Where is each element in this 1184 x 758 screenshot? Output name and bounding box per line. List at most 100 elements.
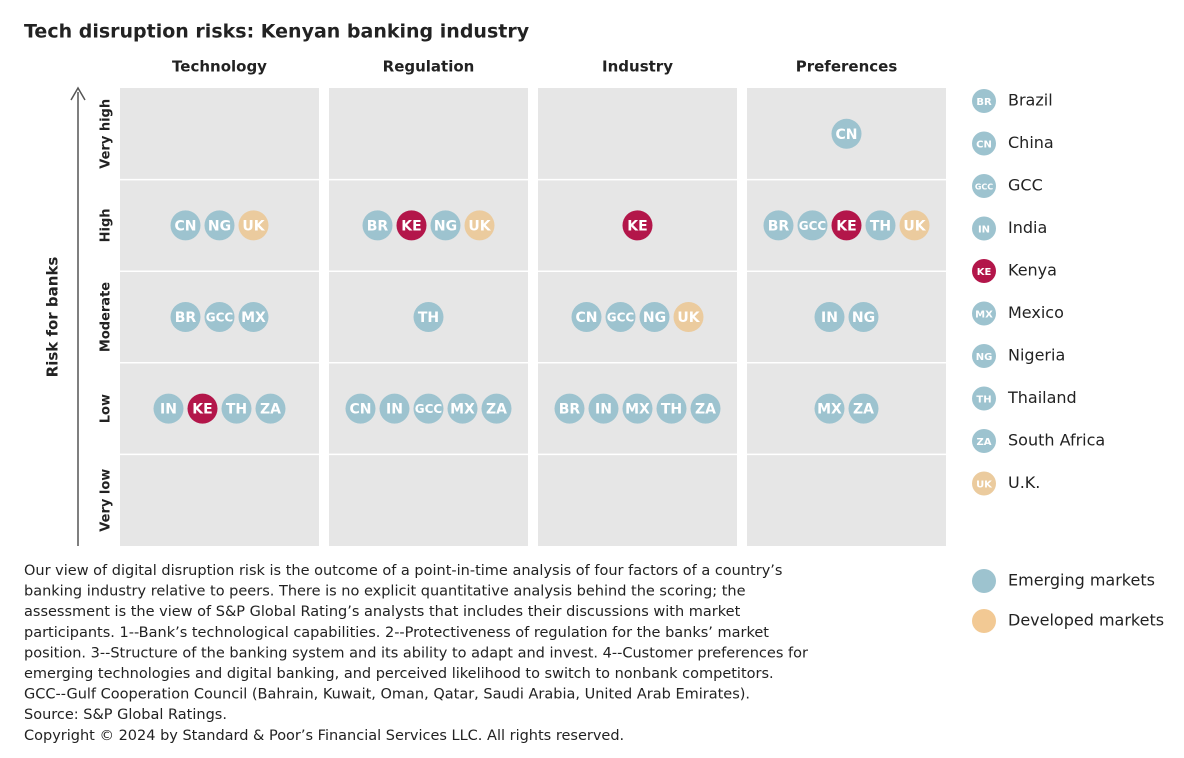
country-marker [153, 393, 184, 424]
legend-marker [972, 471, 996, 496]
country-code: TH [870, 218, 891, 234]
country-code: IN [160, 402, 177, 418]
country-code: CN [576, 310, 598, 326]
legend-label: GCC [1008, 176, 1043, 195]
country-marker [362, 210, 393, 241]
legend-marker [972, 89, 996, 113]
country-marker [554, 393, 585, 424]
country-code: TH [418, 310, 439, 326]
legend-label: Mexico [1008, 303, 1064, 322]
group-marker [972, 569, 996, 593]
country-marker [413, 393, 444, 424]
country-code: KE [836, 218, 856, 234]
country-marker [204, 210, 235, 241]
row-label: Low [99, 394, 114, 423]
country-code: BR [367, 218, 389, 234]
country-marker [763, 210, 794, 241]
legend-code: ZA [977, 437, 992, 448]
country-code: UK [242, 218, 265, 234]
country-code: MX [241, 310, 266, 326]
country-code: GCC [607, 311, 635, 325]
legend-marker [972, 429, 996, 453]
country-marker [413, 302, 444, 332]
legend-label: South Africa [1008, 431, 1105, 450]
country-code: IN [595, 402, 612, 418]
country-marker [447, 393, 478, 424]
legend-code: MX [975, 310, 993, 321]
country-marker [345, 393, 376, 424]
legend-code: BR [976, 97, 992, 108]
country-marker [481, 393, 512, 424]
note-line: emerging technologies and digital bankin… [24, 666, 774, 682]
column-header: Regulation [383, 58, 475, 76]
country-code: BR [768, 218, 790, 234]
legend-marker [972, 301, 996, 326]
country-code: NG [852, 310, 875, 326]
note-line: banking industry relative to peers. Ther… [24, 584, 746, 600]
note-line: position. 3--Structure of the banking sy… [24, 645, 808, 661]
country-code: CN [350, 402, 372, 418]
country-code: NG [208, 218, 231, 234]
country-marker [797, 210, 828, 241]
legend-code: UK [976, 480, 993, 491]
country-marker [605, 302, 636, 332]
country-code: GCC [415, 402, 443, 416]
legend-label: U.K. [1008, 473, 1040, 492]
country-marker [255, 393, 286, 424]
legend-label: China [1008, 133, 1054, 152]
country-code: BR [559, 402, 581, 418]
country-code: BR [175, 310, 197, 326]
country-marker [639, 302, 670, 332]
country-marker [848, 302, 879, 332]
column-header: Technology [172, 58, 267, 76]
note-line: GCC--Gulf Cooperation Council (Bahrain, … [24, 687, 750, 703]
country-marker [588, 393, 619, 424]
country-marker [622, 393, 653, 424]
country-code: ZA [853, 402, 874, 418]
group-label: Developed markets [1008, 611, 1164, 630]
legend-code: NG [976, 352, 993, 363]
country-code: NG [643, 310, 666, 326]
group-marker [972, 609, 996, 633]
country-code: CN [175, 218, 197, 234]
country-marker [622, 210, 653, 241]
note-line: Source: S&P Global Ratings. [24, 707, 227, 723]
country-code: ZA [695, 402, 716, 418]
row-label: Very low [99, 469, 114, 532]
country-marker [865, 210, 896, 241]
country-code: IN [386, 402, 403, 418]
country-code: NG [434, 218, 457, 234]
legend-code: GCC [975, 183, 993, 192]
country-marker [814, 393, 845, 424]
note-line: Our view of digital disruption risk is t… [24, 563, 782, 579]
country-code: GCC [206, 311, 234, 325]
axis-label: Risk for banks [44, 257, 62, 378]
legend-marker [972, 259, 996, 283]
country-code: ZA [260, 402, 281, 418]
country-code: UK [677, 310, 700, 326]
legend-label: Brazil [1008, 91, 1053, 110]
country-code: GCC [799, 219, 827, 233]
country-marker [673, 302, 704, 332]
legend-marker [972, 216, 996, 241]
legend-label: India [1008, 218, 1047, 237]
group-label: Emerging markets [1008, 571, 1155, 590]
country-marker [899, 210, 930, 241]
country-code: KE [401, 218, 421, 234]
column-header: Preferences [796, 58, 898, 76]
country-code: IN [821, 310, 838, 326]
country-marker [831, 118, 862, 149]
country-code: MX [817, 402, 842, 418]
chart-title: Tech disruption risks: Kenyan banking in… [24, 21, 530, 43]
legend-code: IN [978, 225, 990, 236]
country-code: MX [450, 402, 475, 418]
legend-code: CN [976, 140, 992, 151]
row-label: Moderate [99, 282, 114, 352]
country-code: UK [903, 218, 926, 234]
country-marker [464, 210, 495, 241]
country-marker [170, 210, 201, 241]
country-marker [571, 302, 602, 332]
country-code: MX [625, 402, 650, 418]
legend-label: Nigeria [1008, 346, 1065, 365]
